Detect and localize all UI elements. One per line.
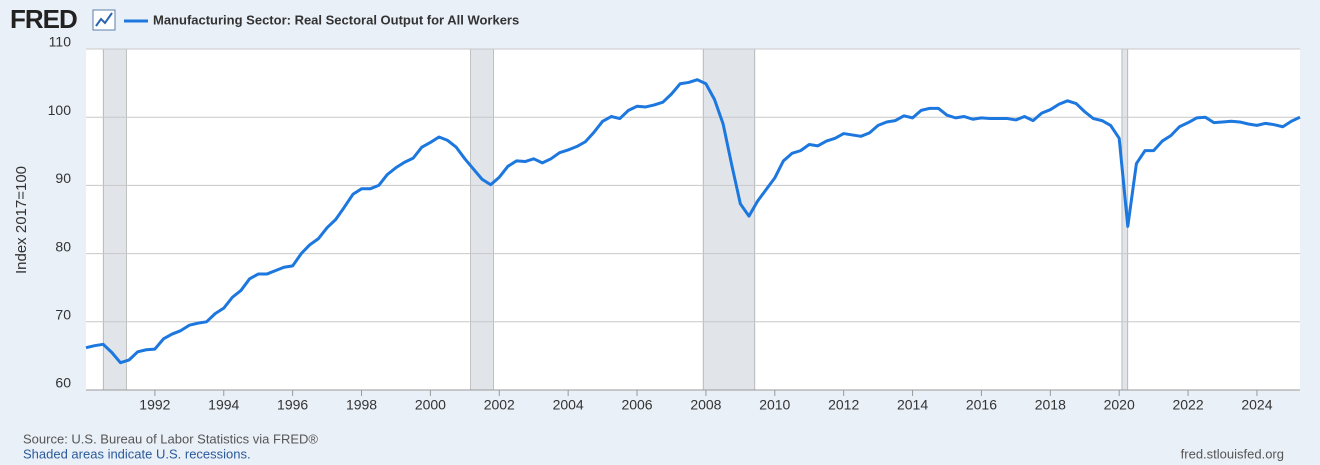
x-tick-label: 2002 [484,397,515,413]
brand-logo[interactable]: FRED [10,4,78,34]
recession-band [102,48,127,391]
y-tick-label: 80 [55,238,71,254]
recession-band [470,48,494,391]
series-line [85,78,1301,365]
x-tick-label: 1992 [139,397,170,413]
logo-icon [92,9,116,31]
x-tick-label: 2012 [828,397,859,413]
y-tick-label: 70 [55,307,71,323]
x-tick-label: 2018 [1035,397,1066,413]
x-tick-label: 2014 [897,397,928,413]
y-tick-label: 100 [48,102,72,118]
x-tick-label: 2008 [690,397,721,413]
recession-band [702,48,756,391]
x-tick-label: 2022 [1172,397,1203,413]
x-tick-label: 1996 [277,397,308,413]
x-tick-label: 2016 [966,397,997,413]
x-tick-label: 2006 [621,397,652,413]
plot-area [86,49,1300,390]
x-tick-label: 1998 [346,397,377,413]
x-tick-label: 2010 [759,397,790,413]
x-tick-label: 2024 [1241,397,1272,413]
source: Source: U.S. Bureau of Labor Statistics … [23,431,318,446]
x-tick-label: 2020 [1104,397,1135,413]
x-tick-label: 1994 [208,397,239,413]
url[interactable]: fred.stlouisfed.org [1181,446,1284,461]
y-tick-label: 110 [49,34,72,50]
y-axis-label: Index 2017=100 [13,166,30,274]
legend-title: Manufacturing Sector: Real Sectoral Outp… [153,12,519,27]
x-tick-label: 2004 [553,397,584,413]
y-tick-label: 90 [55,170,71,186]
x-tick-label: 2000 [415,397,446,413]
y-tick-label: 60 [55,375,71,391]
recession-note[interactable]: Shaded areas indicate U.S. recessions. [23,446,251,461]
